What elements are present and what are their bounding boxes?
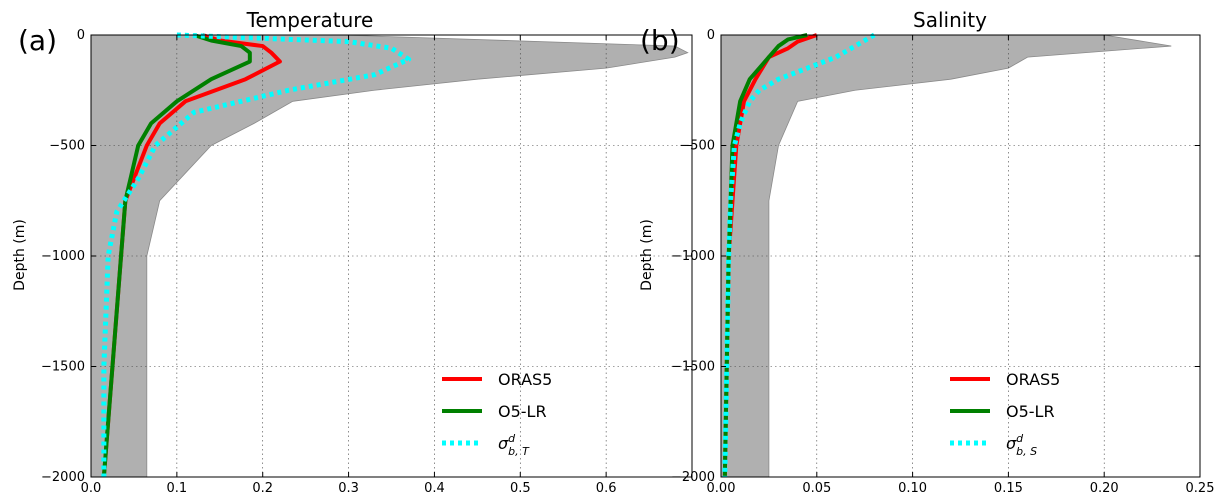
x-tick-label: 0.20 <box>1090 481 1119 496</box>
y-tick-label: −500 <box>679 139 715 154</box>
x-tick-label: 0.05 <box>802 481 831 496</box>
y-tick-label: −1000 <box>41 249 85 264</box>
x-tick-label: 0.00 <box>707 481 736 496</box>
panel-label: (b) <box>640 24 680 57</box>
x-tick-label: 0.2 <box>252 481 273 496</box>
x-tick-label: 0.6 <box>596 481 617 496</box>
legend-label: σd b, T <box>498 432 530 458</box>
y-tick-label: −1500 <box>671 360 715 375</box>
y-tick-label: 0 <box>77 28 85 43</box>
y-tick-label: −500 <box>49 139 85 154</box>
panel-label: (a) <box>18 24 57 57</box>
x-tick-label: 0.4 <box>424 481 445 496</box>
y-tick-label: −2000 <box>41 470 85 485</box>
x-tick-label: 0.25 <box>1186 481 1215 496</box>
x-tick-label: 0.1 <box>167 481 188 496</box>
panel-salinity: (b) Salinity Depth (m) 0.00 0.05 0.10 0.15 0… <box>639 8 1214 496</box>
y-axis-label: Depth (m) <box>639 219 655 291</box>
x-tick-label: 0.5 <box>510 481 531 496</box>
y-tick-label: 0 <box>707 28 715 43</box>
panel-temperature: (a) Temperature Depth (m) 0.0 0.1 0.2 0.3 0.… <box>12 8 693 496</box>
y-tick-label: −2000 <box>671 470 715 485</box>
legend-label: σd b, S <box>1006 432 1037 458</box>
legend-label: O5-LR <box>498 402 547 421</box>
x-tick-label: 0.10 <box>898 481 927 496</box>
chart-title: Temperature <box>246 8 374 32</box>
plot-area: 0.0 0.1 0.2 0.3 0.4 0.5 0.6 0 −500 −1000 −1500 −200… <box>41 28 693 496</box>
x-tick-label: 0.3 <box>338 481 359 496</box>
chart-title: Salinity <box>913 8 987 32</box>
legend-label: ORAS5 <box>1006 370 1060 389</box>
series-line <box>722 33 808 478</box>
series-line <box>101 32 412 477</box>
series-line <box>101 33 252 478</box>
legend-label: O5-LR <box>1006 402 1055 421</box>
x-tick-label: 0.15 <box>994 481 1023 496</box>
y-tick-label: −1000 <box>671 249 715 264</box>
y-tick-label: −1500 <box>41 360 85 375</box>
x-tick-label: 0.0 <box>81 481 102 496</box>
y-axis-label: Depth (m) <box>12 219 28 291</box>
legend-label: ORAS5 <box>498 370 552 389</box>
plot-area: 0.00 0.05 0.10 0.15 0.20 0.25 0 −500 −1000 −1500 −… <box>671 28 1214 496</box>
